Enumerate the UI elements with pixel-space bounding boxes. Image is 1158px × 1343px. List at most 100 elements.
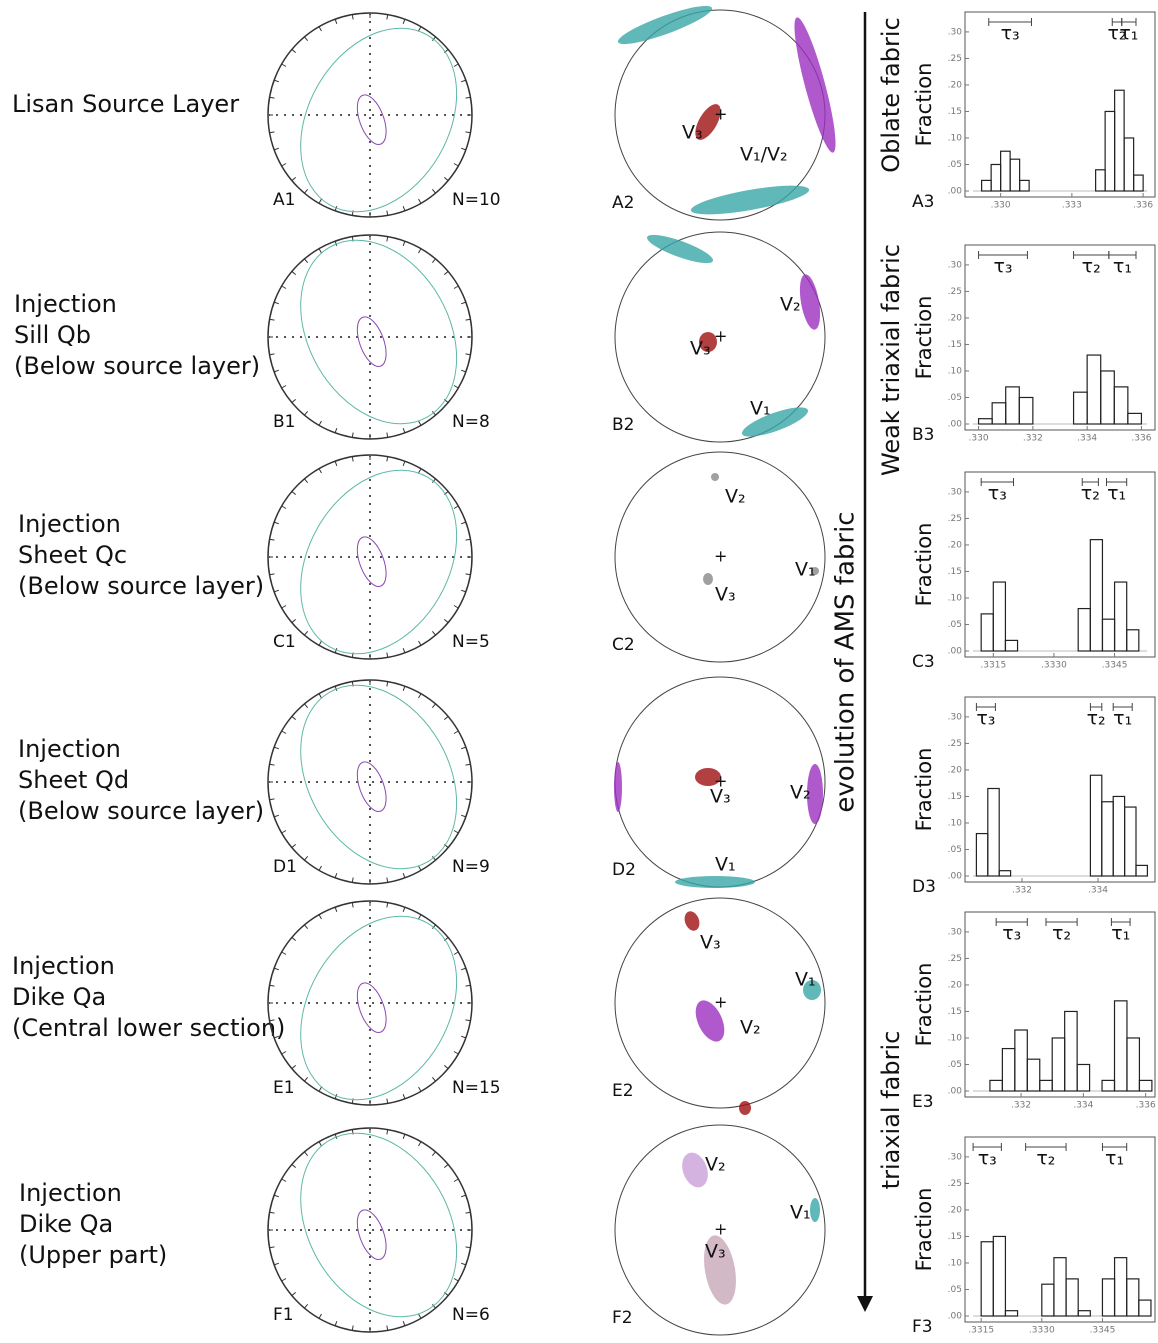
net-tick xyxy=(402,460,406,467)
y-tick-label: .30 xyxy=(948,260,963,270)
panel-label: D2 xyxy=(612,860,636,880)
tau-label: τ₂ xyxy=(1087,708,1106,730)
x-tick-label: .336 xyxy=(1131,434,1151,444)
net-tick xyxy=(443,716,449,721)
x-tick-label: .332 xyxy=(1023,434,1043,444)
net-tick xyxy=(386,877,389,883)
sample-count: N=8 xyxy=(452,412,490,432)
net-tick xyxy=(318,693,322,699)
net-tick xyxy=(386,14,389,20)
great-circle xyxy=(300,469,458,655)
y-tick-label: .30 xyxy=(948,712,963,722)
net-tick xyxy=(273,1194,280,1198)
y-axis-label: Fraction xyxy=(912,1188,936,1272)
net-tick xyxy=(304,703,309,709)
sample-count: N=9 xyxy=(452,857,490,877)
vector-label: V₃ xyxy=(682,122,703,144)
net-tick xyxy=(460,1262,467,1266)
y-tick-label: .05 xyxy=(948,620,962,630)
row-label: Dike Qa xyxy=(12,983,106,1011)
eigenvector-cloud xyxy=(614,762,622,812)
net-tick xyxy=(318,26,322,32)
net-tick xyxy=(453,285,459,289)
net-tick xyxy=(291,716,297,721)
net-tick xyxy=(386,236,389,242)
net-tick xyxy=(281,1278,287,1282)
vector-label: V₁/V₂ xyxy=(740,144,788,166)
histogram-bar xyxy=(998,870,1012,877)
net-tick xyxy=(418,1086,422,1092)
row-label: Lisan Source Layer xyxy=(12,90,239,118)
net-tick xyxy=(443,618,449,623)
net-tick xyxy=(291,491,297,496)
eigenvector-cloud xyxy=(695,1000,725,1042)
y-tick-label: .30 xyxy=(948,1152,963,1162)
row-label: Sheet Qd xyxy=(18,766,129,794)
histogram-frame xyxy=(964,696,1156,883)
net-tick xyxy=(318,198,322,204)
net-tick xyxy=(443,1164,449,1169)
net-tick xyxy=(273,301,280,305)
net-tick xyxy=(291,937,297,942)
net-tick xyxy=(281,605,287,609)
confidence-ellipse xyxy=(356,1209,387,1260)
histogram-bar xyxy=(1004,639,1019,652)
net-tick xyxy=(291,176,297,181)
net-tick xyxy=(418,26,422,32)
x-tick-label: .334 xyxy=(1088,886,1108,896)
net-tick xyxy=(418,865,422,871)
net-tick xyxy=(460,1035,467,1039)
net-tick xyxy=(465,538,471,541)
net-tick xyxy=(334,872,338,879)
eigenvector-cloud xyxy=(741,407,809,437)
x-tick-label: .3315 xyxy=(980,661,1006,671)
histogram-bar xyxy=(1077,1310,1091,1317)
net-tick xyxy=(443,1064,449,1069)
histogram-bar xyxy=(1113,581,1128,652)
net-tick xyxy=(402,685,406,692)
histogram-bar xyxy=(1123,137,1135,192)
histogram-bar xyxy=(980,613,994,652)
histogram-bar xyxy=(1138,1299,1152,1317)
net-tick xyxy=(402,1320,406,1327)
x-tick-label: .330 xyxy=(969,434,989,444)
net-tick xyxy=(460,301,467,305)
net-tick xyxy=(304,1303,309,1309)
net-tick xyxy=(273,746,280,750)
histogram-bar xyxy=(1135,864,1148,877)
net-tick xyxy=(304,924,309,930)
eigenvector-cloud xyxy=(695,104,721,140)
y-tick-label: .10 xyxy=(948,1258,963,1268)
net-tick xyxy=(402,240,406,247)
histogram-bar xyxy=(990,163,1002,192)
histogram-bar xyxy=(977,418,993,425)
y-tick-label: .05 xyxy=(948,393,962,403)
net-tick xyxy=(291,843,297,848)
net-tick xyxy=(269,573,275,576)
y-axis-label: Fraction xyxy=(912,963,936,1047)
stereonet xyxy=(267,900,473,1106)
net-tick xyxy=(334,427,338,434)
net-tick xyxy=(334,205,338,212)
net-tick xyxy=(281,385,287,389)
histogram-bar xyxy=(1018,396,1034,425)
histogram-bar xyxy=(1113,1000,1128,1092)
net-tick xyxy=(351,432,354,438)
great-circle xyxy=(300,684,458,870)
tau-label: τ₂ xyxy=(1082,256,1101,278)
tau-label: τ₁ xyxy=(1119,23,1138,45)
histogram-bar xyxy=(1009,158,1021,192)
net-tick xyxy=(418,640,422,646)
eigenvector-cloud xyxy=(695,768,721,786)
tau-label: τ₂ xyxy=(1052,923,1071,945)
net-tick xyxy=(269,318,275,321)
net-tick xyxy=(418,468,422,474)
histogram-bar xyxy=(992,1235,1007,1317)
net-tick xyxy=(460,814,467,818)
panel-label: A3 xyxy=(912,192,934,212)
y-tick-label: .25 xyxy=(948,739,962,749)
bootstrap-net xyxy=(614,231,826,443)
y-tick-label: .10 xyxy=(948,593,963,603)
vector-label: V₃ xyxy=(710,786,731,808)
